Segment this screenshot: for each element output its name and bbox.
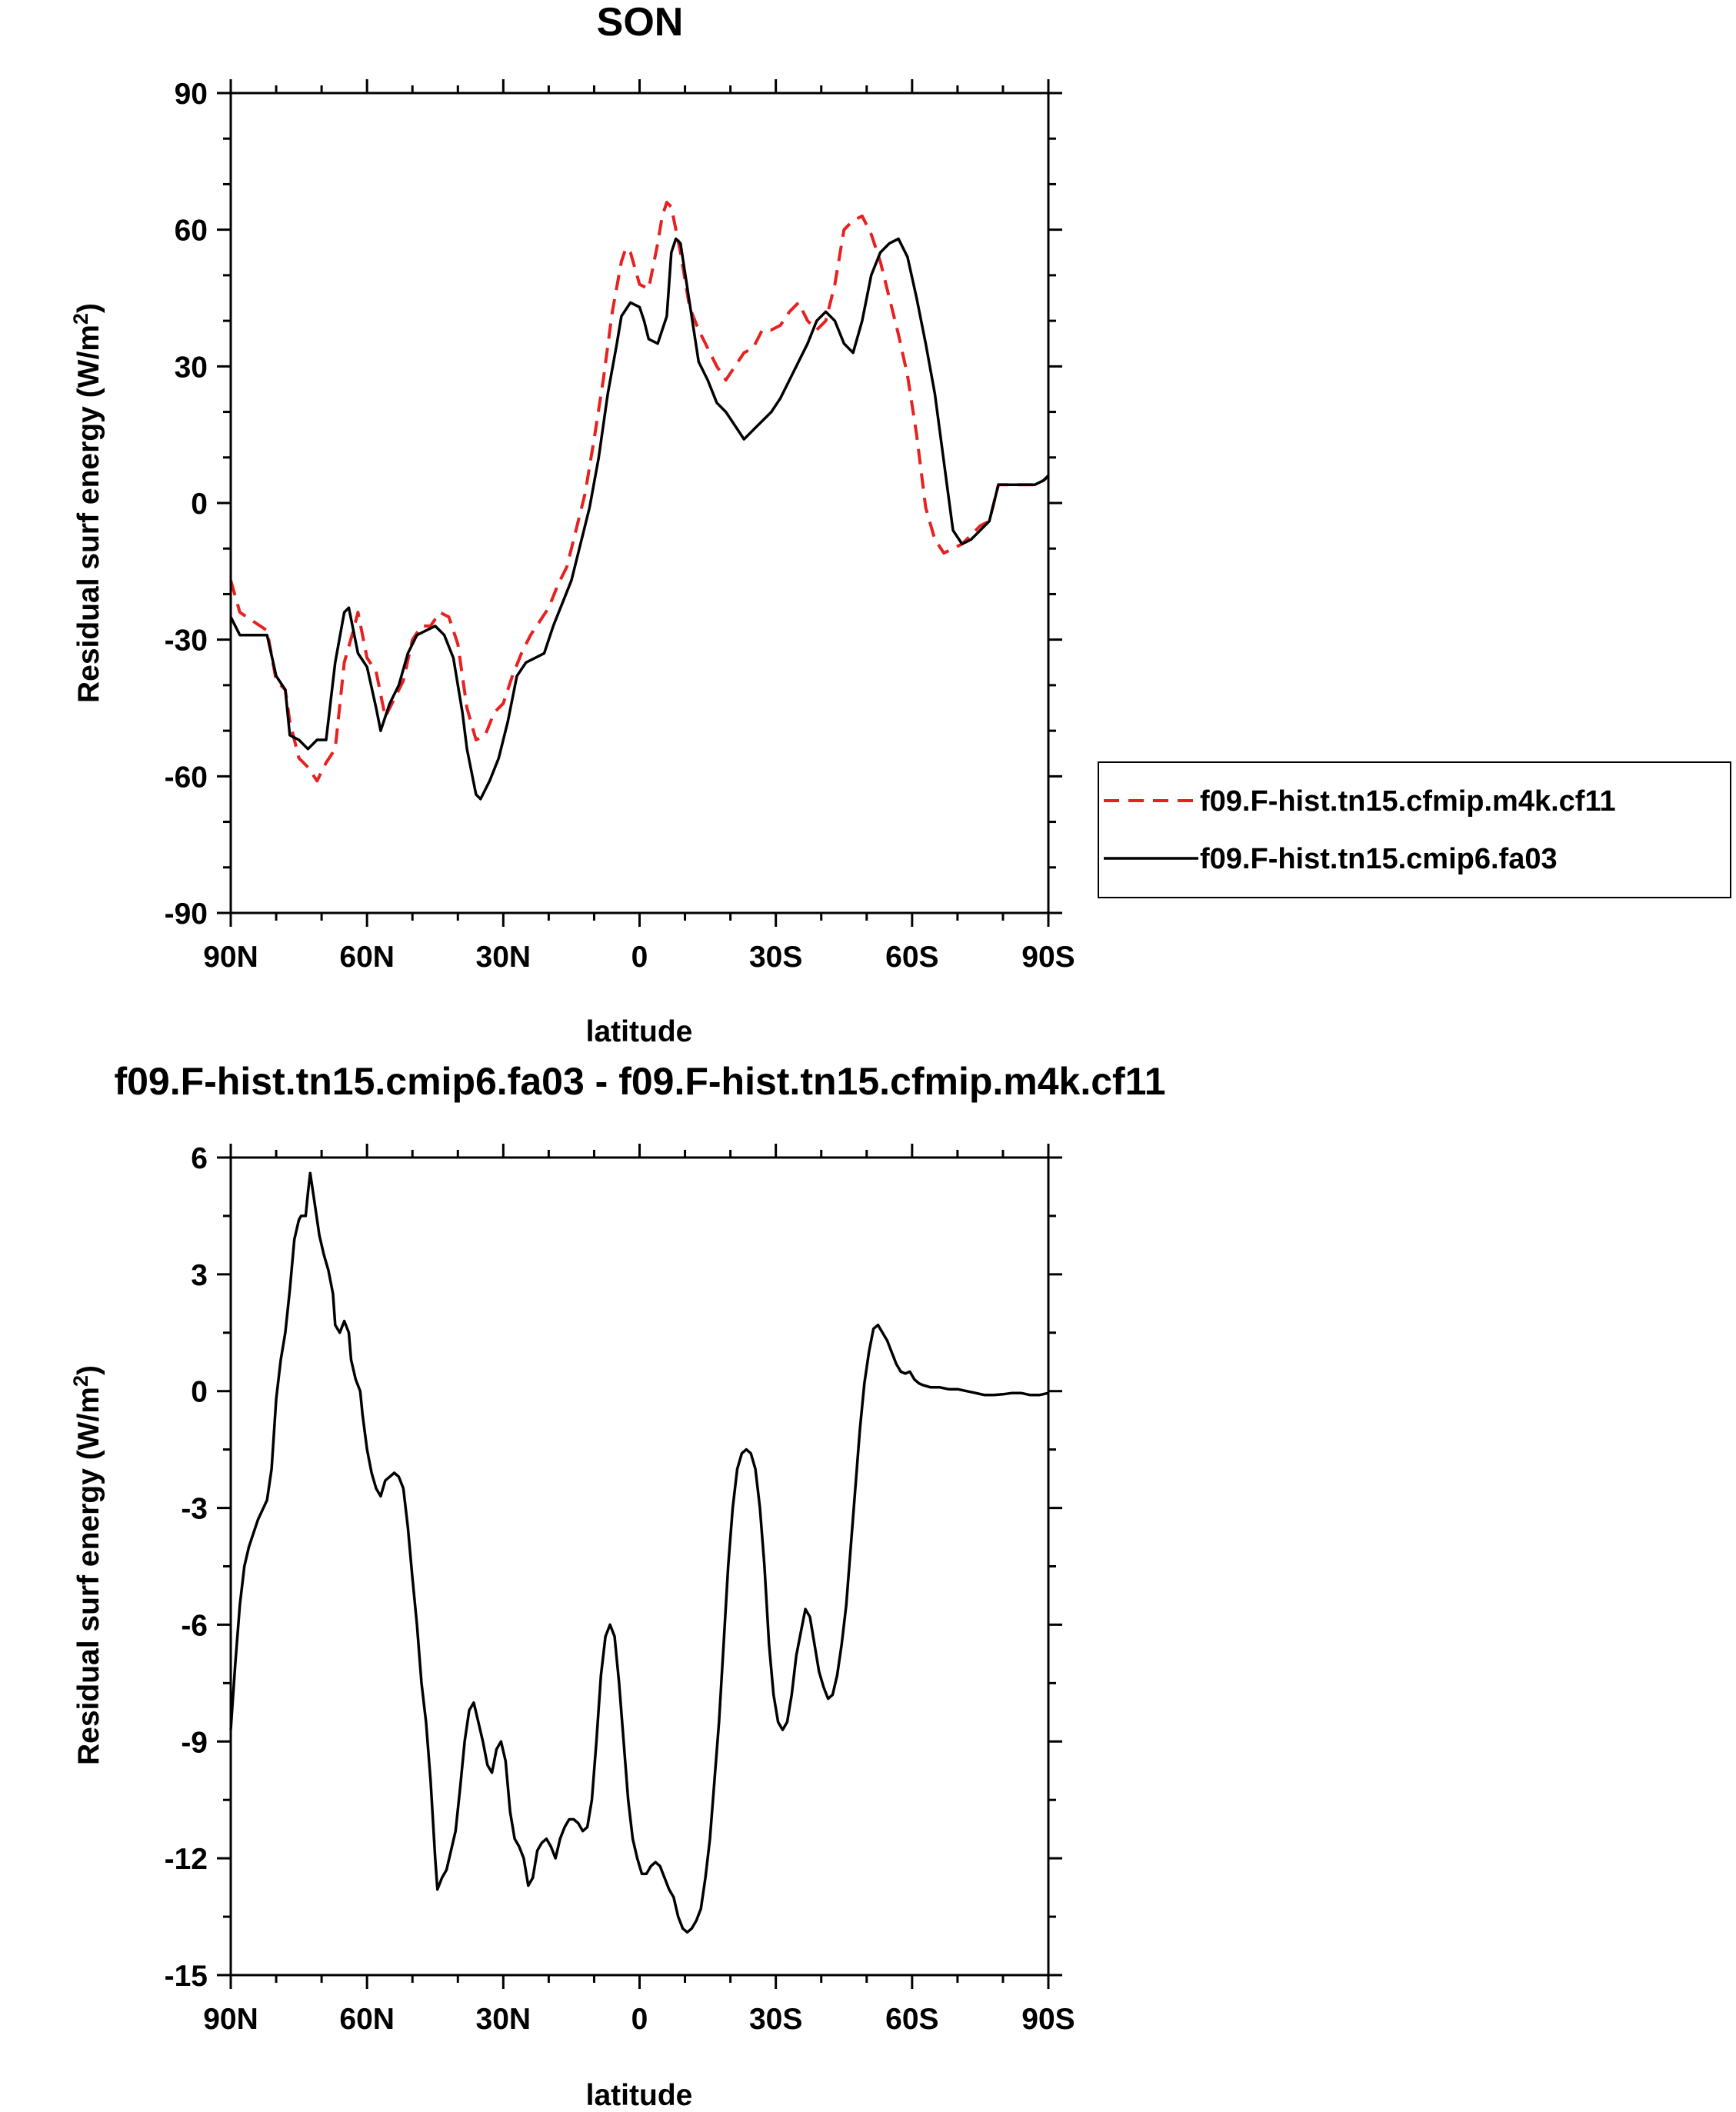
y-tick-labels: -15 -12 -9 -6 -3 0 3 6	[165, 1142, 208, 1993]
plot-area	[217, 79, 1062, 927]
y-tick-label: -30	[165, 625, 208, 658]
y-tick-label: 3	[191, 1259, 208, 1292]
y-tick-label: 6	[191, 1142, 208, 1175]
y-tick-label: 90	[175, 78, 208, 111]
series-lines	[229, 1171, 1049, 1934]
series-line-difference	[229, 1171, 1049, 1934]
x-tick-label: 30S	[749, 941, 802, 974]
y-tick-label: 0	[191, 1376, 208, 1409]
plot-frame	[229, 92, 1050, 914]
x-tick-labels: 90N 60N 30N 0 30S 60S 90S	[203, 2003, 1075, 2036]
series-line-f09-f-hist-tn15-cfmip-m4k-cf11	[229, 201, 1050, 783]
x-tick-label: 90N	[203, 941, 258, 974]
y-tick-labels: -90 -60 -30 0 30 60 90	[165, 78, 208, 931]
y-axis-label: Residual surf energy (W/m2)	[69, 1365, 105, 1765]
series-lines	[229, 201, 1050, 801]
x-tick-label: 60S	[885, 2003, 938, 2036]
ticks	[217, 79, 1062, 927]
x-tick-label: 0	[631, 2003, 648, 2036]
legend: f09.F-hist.tn15.cfmip.m4k.cf11 f09.F-his…	[1098, 761, 1731, 898]
x-tick-label: 30S	[749, 2003, 802, 2036]
x-tick-labels: 90N 60N 30N 0 30S 60S 90S	[203, 941, 1075, 974]
panel-top-chart: SON -90 -60 -30 0 30 60 90 90N 60N 30N 0 30S 60S 90S…	[69, 0, 1731, 1048]
x-tick-label: 30N	[476, 941, 531, 974]
y-tick-label: -9	[181, 1726, 208, 1759]
legend-label-cmip6: f09.F-hist.tn15.cmip6.fa03	[1200, 843, 1558, 875]
y-tick-label: 30	[175, 351, 208, 384]
panel-bottom-chart: f09.F-hist.tn15.cmip6.fa03 - f09.F-hist.…	[69, 1060, 1166, 2112]
y-tick-label: -6	[181, 1609, 208, 1642]
x-tick-label: 30N	[476, 2003, 531, 2036]
y-tick-label: -60	[165, 761, 208, 794]
chart-title: SON	[597, 0, 684, 45]
y-tick-label: -15	[165, 1960, 208, 1993]
x-tick-label: 90S	[1021, 941, 1075, 974]
y-tick-label: 60	[175, 215, 208, 248]
y-tick-label: -90	[165, 898, 208, 931]
series-line-f09-f-hist-tn15-cmip6-fa03	[229, 237, 1050, 801]
y-axis-label: Residual surf energy (W/m2)	[69, 303, 105, 703]
legend-label-cfmip: f09.F-hist.tn15.cfmip.m4k.cf11	[1200, 785, 1616, 818]
x-tick-label: 0	[631, 941, 648, 974]
plot-area	[217, 1144, 1062, 1989]
y-tick-label: -12	[165, 1843, 208, 1876]
ticks	[217, 1144, 1062, 1989]
x-tick-label: 60N	[339, 941, 395, 974]
plot-frame	[229, 1156, 1050, 1977]
legend-box	[1098, 761, 1731, 898]
chart-title: f09.F-hist.tn15.cmip6.fa03 - f09.F-hist.…	[114, 1060, 1165, 1103]
x-tick-label: 60N	[339, 2003, 395, 2036]
x-axis-label: latitude	[586, 2079, 693, 2112]
x-tick-label: 90N	[203, 2003, 258, 2036]
x-tick-label: 90S	[1021, 2003, 1075, 2036]
x-tick-label: 60S	[885, 941, 938, 974]
x-axis-label: latitude	[586, 1015, 693, 1048]
y-tick-label: -3	[181, 1493, 208, 1526]
y-tick-label: 0	[191, 488, 208, 521]
